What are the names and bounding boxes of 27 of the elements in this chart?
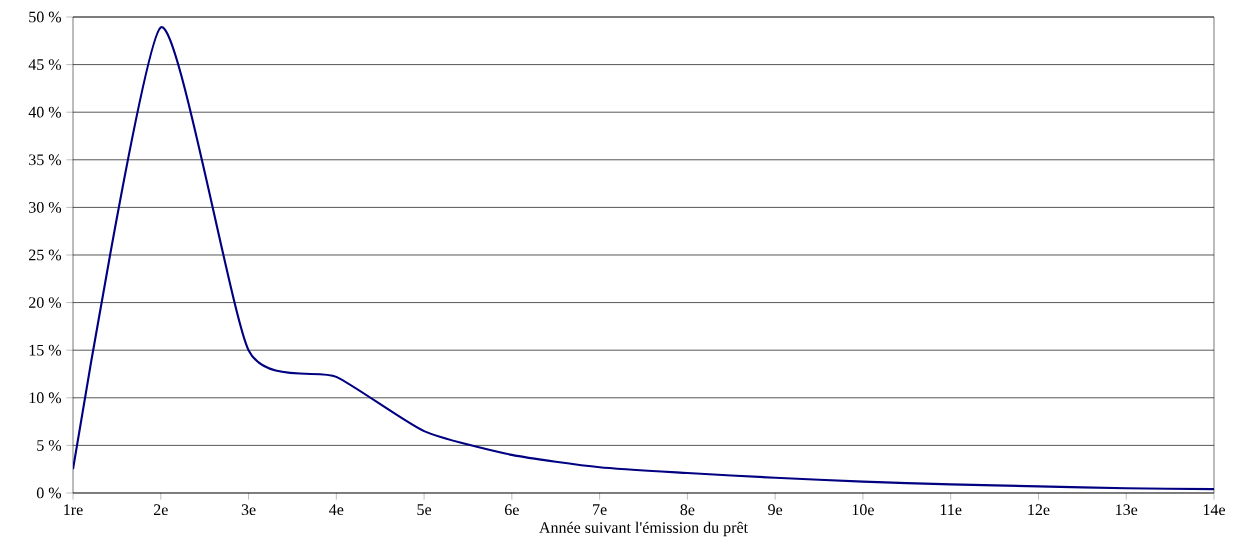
x-axis-title: Année suivant l'émission du prêt: [539, 521, 748, 537]
x-tick-label: 9e: [768, 504, 783, 516]
x-tick-label: 10e: [852, 504, 874, 516]
y-tick-label: 15 %: [29, 344, 62, 356]
x-tick-label: 1re: [64, 504, 83, 516]
x-tick-label: 5e: [417, 504, 432, 515]
x-tick-label: 13e: [1116, 504, 1138, 516]
x-tick-label: 7e: [593, 504, 607, 515]
y-tick-label: 5 %: [37, 439, 62, 451]
x-tick-label: 3e: [241, 504, 256, 516]
x-tick-label: 14e: [1203, 504, 1225, 516]
y-tick-label: 0 %: [36, 487, 62, 499]
y-tick-label: 40 %: [28, 106, 62, 118]
x-tick-label: 11e: [940, 504, 962, 516]
x-tick-label: 4e: [329, 504, 344, 516]
y-tick-label: 50 %: [29, 11, 62, 23]
x-tick-label: 12e: [1028, 504, 1050, 516]
y-tick-label: 10 %: [29, 392, 62, 404]
y-tick-label: 30 %: [29, 201, 62, 213]
y-tick-label: 45 %: [28, 59, 62, 71]
y-tick-label: 20 %: [29, 297, 62, 309]
y-tick-label: 25 %: [29, 249, 62, 261]
y-tick-label: 35 %: [29, 154, 62, 166]
x-tick-label: 6e: [504, 504, 519, 516]
x-tick-label: 8e: [680, 504, 695, 516]
x-tick-label: 2e: [153, 504, 168, 516]
line-series: [73, 26, 1214, 491]
